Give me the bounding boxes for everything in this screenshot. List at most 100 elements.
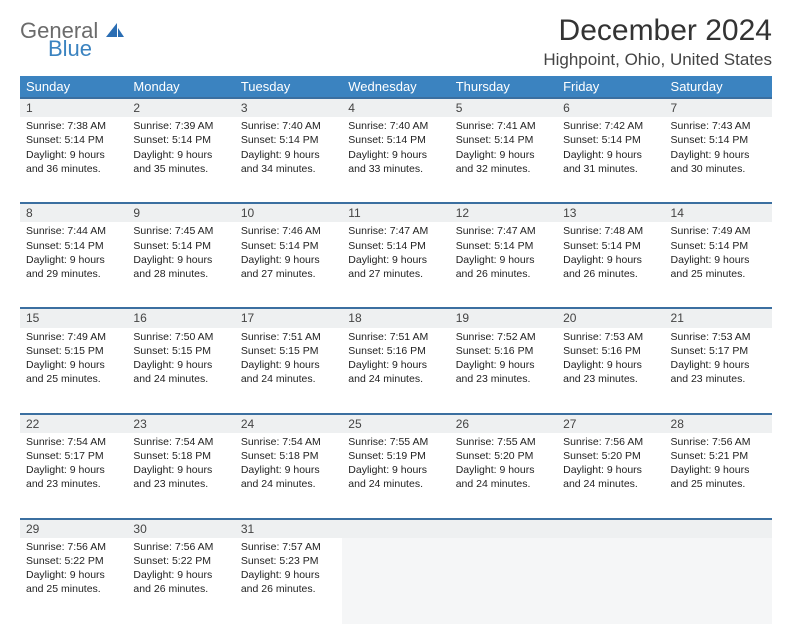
day-sunset: Sunset: 5:20 PM [563,449,658,463]
page-header: General Blue December 2024 Highpoint, Oh… [20,14,772,70]
day-d1: Daylight: 9 hours [348,253,443,267]
day-detail-cell [665,538,772,624]
logo-sail-icon [105,25,125,42]
day-d2: and 23 minutes. [563,372,658,386]
day-sunset: Sunset: 5:23 PM [241,554,336,568]
day-sunrise: Sunrise: 7:47 AM [348,224,443,238]
week-daynum-row: 22232425262728 [20,414,772,433]
day-d1: Daylight: 9 hours [671,148,766,162]
day-d1: Daylight: 9 hours [348,463,443,477]
day-d1: Daylight: 9 hours [563,148,658,162]
day-number-cell: 24 [235,414,342,433]
day-d2: and 28 minutes. [133,267,228,281]
day-d2: and 32 minutes. [456,162,551,176]
day-sunset: Sunset: 5:17 PM [26,449,121,463]
day-d1: Daylight: 9 hours [133,358,228,372]
day-d1: Daylight: 9 hours [348,358,443,372]
day-d2: and 25 minutes. [26,372,121,386]
day-sunrise: Sunrise: 7:50 AM [133,330,228,344]
day-detail-cell: Sunrise: 7:55 AMSunset: 5:19 PMDaylight:… [342,433,449,519]
day-d1: Daylight: 9 hours [26,358,121,372]
day-sunrise: Sunrise: 7:38 AM [26,119,121,133]
day-sunset: Sunset: 5:16 PM [348,344,443,358]
day-detail-cell: Sunrise: 7:51 AMSunset: 5:15 PMDaylight:… [235,328,342,414]
day-sunrise: Sunrise: 7:39 AM [133,119,228,133]
day-number-cell: 23 [127,414,234,433]
day-sunrise: Sunrise: 7:40 AM [241,119,336,133]
day-d2: and 25 minutes. [671,267,766,281]
location-text: Highpoint, Ohio, United States [543,50,772,70]
week-daynum-row: 293031 [20,519,772,538]
day-sunrise: Sunrise: 7:56 AM [26,540,121,554]
day-sunrise: Sunrise: 7:57 AM [241,540,336,554]
day-detail-cell: Sunrise: 7:46 AMSunset: 5:14 PMDaylight:… [235,222,342,308]
day-number-cell: 22 [20,414,127,433]
day-sunset: Sunset: 5:14 PM [133,239,228,253]
day-detail-cell: Sunrise: 7:38 AMSunset: 5:14 PMDaylight:… [20,117,127,203]
day-d2: and 27 minutes. [348,267,443,281]
day-sunset: Sunset: 5:14 PM [563,133,658,147]
day-sunrise: Sunrise: 7:53 AM [563,330,658,344]
day-d2: and 23 minutes. [671,372,766,386]
day-sunset: Sunset: 5:14 PM [456,239,551,253]
day-d1: Daylight: 9 hours [26,463,121,477]
day-detail-cell: Sunrise: 7:40 AMSunset: 5:14 PMDaylight:… [235,117,342,203]
day-d2: and 29 minutes. [26,267,121,281]
day-number-cell [557,519,664,538]
day-sunset: Sunset: 5:14 PM [563,239,658,253]
day-sunrise: Sunrise: 7:56 AM [671,435,766,449]
day-detail-cell: Sunrise: 7:43 AMSunset: 5:14 PMDaylight:… [665,117,772,203]
day-sunrise: Sunrise: 7:45 AM [133,224,228,238]
day-d2: and 25 minutes. [671,477,766,491]
day-sunrise: Sunrise: 7:44 AM [26,224,121,238]
week-detail-row: Sunrise: 7:38 AMSunset: 5:14 PMDaylight:… [20,117,772,203]
day-sunset: Sunset: 5:15 PM [133,344,228,358]
day-detail-cell: Sunrise: 7:57 AMSunset: 5:23 PMDaylight:… [235,538,342,624]
week-detail-row: Sunrise: 7:44 AMSunset: 5:14 PMDaylight:… [20,222,772,308]
day-d1: Daylight: 9 hours [563,253,658,267]
day-detail-cell: Sunrise: 7:44 AMSunset: 5:14 PMDaylight:… [20,222,127,308]
day-sunrise: Sunrise: 7:47 AM [456,224,551,238]
day-d1: Daylight: 9 hours [133,253,228,267]
week-detail-row: Sunrise: 7:54 AMSunset: 5:17 PMDaylight:… [20,433,772,519]
day-sunrise: Sunrise: 7:40 AM [348,119,443,133]
day-detail-cell: Sunrise: 7:56 AMSunset: 5:22 PMDaylight:… [127,538,234,624]
day-header: Monday [127,76,234,98]
day-number-cell: 30 [127,519,234,538]
day-d2: and 26 minutes. [241,582,336,596]
day-sunset: Sunset: 5:21 PM [671,449,766,463]
day-sunset: Sunset: 5:14 PM [241,239,336,253]
day-d1: Daylight: 9 hours [563,358,658,372]
day-sunset: Sunset: 5:15 PM [241,344,336,358]
day-sunrise: Sunrise: 7:52 AM [456,330,551,344]
day-detail-cell: Sunrise: 7:53 AMSunset: 5:16 PMDaylight:… [557,328,664,414]
day-number-cell: 28 [665,414,772,433]
week-detail-row: Sunrise: 7:56 AMSunset: 5:22 PMDaylight:… [20,538,772,624]
day-sunset: Sunset: 5:15 PM [26,344,121,358]
day-number-cell: 2 [127,98,234,117]
day-d2: and 24 minutes. [241,477,336,491]
day-number-cell: 20 [557,308,664,327]
day-header: Wednesday [342,76,449,98]
day-number-cell: 6 [557,98,664,117]
day-number-cell: 25 [342,414,449,433]
day-sunset: Sunset: 5:14 PM [26,133,121,147]
week-daynum-row: 891011121314 [20,203,772,222]
day-sunrise: Sunrise: 7:51 AM [241,330,336,344]
day-d2: and 24 minutes. [456,477,551,491]
day-d1: Daylight: 9 hours [456,253,551,267]
day-sunset: Sunset: 5:14 PM [241,133,336,147]
day-sunrise: Sunrise: 7:42 AM [563,119,658,133]
day-sunrise: Sunrise: 7:54 AM [26,435,121,449]
day-d1: Daylight: 9 hours [26,568,121,582]
day-number-cell: 16 [127,308,234,327]
day-sunset: Sunset: 5:14 PM [348,239,443,253]
day-detail-cell: Sunrise: 7:56 AMSunset: 5:21 PMDaylight:… [665,433,772,519]
day-d2: and 24 minutes. [563,477,658,491]
day-sunrise: Sunrise: 7:49 AM [671,224,766,238]
day-d2: and 27 minutes. [241,267,336,281]
day-sunset: Sunset: 5:14 PM [456,133,551,147]
day-number-cell: 31 [235,519,342,538]
day-number-cell: 13 [557,203,664,222]
day-d1: Daylight: 9 hours [348,148,443,162]
